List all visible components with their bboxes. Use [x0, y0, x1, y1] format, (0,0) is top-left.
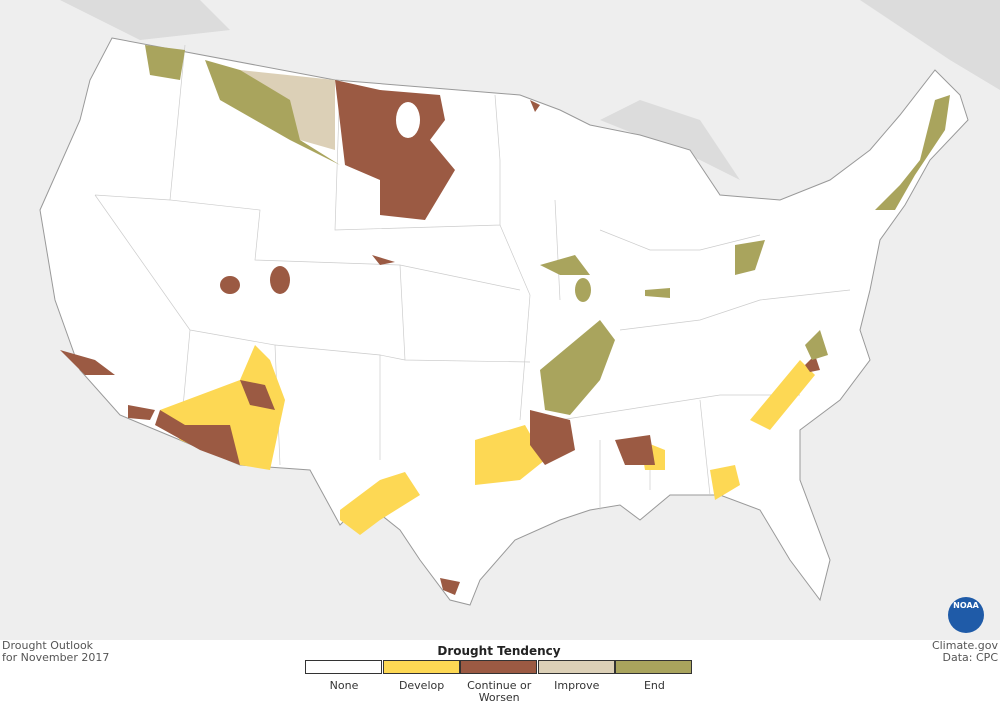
end-area: [145, 45, 340, 165]
logo-text: NOAA: [953, 601, 979, 610]
legend-swatch: [537, 660, 615, 674]
end-area: [540, 95, 950, 415]
legend-swatch: [382, 660, 460, 674]
legend-swatch: [460, 660, 538, 674]
legend-label: Improve: [554, 679, 600, 692]
hole: [396, 102, 420, 138]
noaa-logo: [948, 597, 984, 633]
legend-title: Drought Tendency: [437, 644, 561, 658]
worsen-area: [335, 80, 455, 220]
legend-swatch: [615, 660, 693, 674]
legend-label: Continue or Worsen: [467, 679, 532, 704]
drought-areas: [60, 45, 950, 595]
land: [60, 0, 1000, 180]
legend-label: End: [643, 679, 665, 692]
map: NOAA: [0, 0, 1000, 640]
legend-swatch: [305, 660, 382, 674]
us-outline: [39, 37, 969, 606]
footer-subtitle: for November 2017: [2, 651, 110, 664]
develop-area: [160, 345, 815, 535]
legend-label: Develop: [398, 679, 445, 692]
legend-label: None: [329, 679, 359, 692]
footer-title: Drought Outlook: [2, 639, 94, 652]
credit: Climate.gov: [931, 639, 998, 652]
source: Data: CPC: [942, 651, 998, 664]
